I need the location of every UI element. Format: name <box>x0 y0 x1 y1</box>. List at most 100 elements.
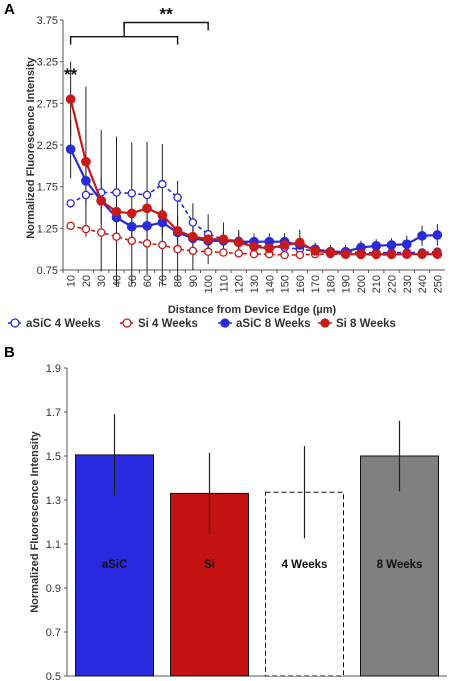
y-tick-label: 1.25 <box>37 223 58 235</box>
data-point <box>295 250 305 260</box>
data-point <box>66 221 75 231</box>
data-point <box>188 231 198 242</box>
legend-label: aSiC 8 Weeks <box>236 318 311 330</box>
data-point <box>219 248 228 257</box>
y-tick-label: 0.9 <box>46 583 61 595</box>
data-point <box>127 189 137 198</box>
line-chart-xlabel: Distance from Device Edge (µm) <box>168 304 337 316</box>
data-point <box>340 249 351 260</box>
data-point <box>371 249 382 260</box>
bar-label: 8 Weeks <box>377 559 423 571</box>
x-tick-label: 110 <box>218 275 230 293</box>
x-tick-label: 90 <box>188 275 200 287</box>
data-point <box>401 249 412 260</box>
data-point <box>386 249 397 260</box>
y-tick-label: 0.75 <box>37 265 58 277</box>
y-tick-label: 1.1 <box>46 539 61 551</box>
data-point <box>158 179 167 189</box>
data-point <box>142 239 152 248</box>
data-point <box>233 237 244 248</box>
x-tick-label: 170 <box>310 275 322 293</box>
significance-marker: ** <box>160 5 174 24</box>
x-tick-label: 100 <box>203 275 215 293</box>
legend-swatch-marker <box>220 318 230 328</box>
x-tick-label: 60 <box>142 275 154 287</box>
x-tick-label: 50 <box>127 275 139 287</box>
data-point <box>157 210 168 220</box>
legend-label: Si 4 Weeks <box>138 318 198 330</box>
y-tick-label: 1.9 <box>46 363 61 375</box>
data-point <box>173 193 182 202</box>
x-tick-label: 40 <box>111 275 123 287</box>
y-tick-label: 0.7 <box>46 627 61 639</box>
y-tick-label: 1.75 <box>37 182 58 194</box>
data-point <box>203 247 213 256</box>
line-chart: Normalized Fluorescence Intensity Distan… <box>8 5 445 330</box>
data-point <box>81 175 91 186</box>
data-point <box>172 225 183 236</box>
data-point <box>81 156 91 167</box>
y-tick-label: 1.5 <box>46 451 61 463</box>
x-tick-label: 30 <box>96 275 108 287</box>
data-point <box>188 246 198 256</box>
data-point <box>280 250 289 260</box>
data-point <box>264 243 275 254</box>
panel-a-label: A <box>4 1 15 18</box>
series-line <box>69 98 438 256</box>
data-point <box>126 221 137 232</box>
legend-swatch-marker <box>320 318 330 328</box>
data-point <box>432 230 443 240</box>
bar-label: Si <box>204 559 215 571</box>
data-point <box>249 241 259 252</box>
x-tick-label: 70 <box>157 275 169 287</box>
x-tick-label: 240 <box>417 275 429 293</box>
y-tick-label: 2.25 <box>37 140 58 152</box>
data-point <box>325 247 336 258</box>
x-tick-label: 180 <box>325 275 337 293</box>
x-tick-label: 230 <box>402 275 414 293</box>
y-tick-label: 1.7 <box>46 407 61 419</box>
data-point <box>294 237 305 248</box>
x-tick-label: 120 <box>234 275 246 293</box>
data-point <box>112 188 121 197</box>
significance-bracket <box>123 21 209 31</box>
legend-swatch-marker <box>122 318 132 328</box>
bar-chart: Normalized Fluorescence Intensity 0.5 0.7… <box>29 363 447 681</box>
data-point <box>417 230 427 241</box>
data-point <box>112 232 121 241</box>
bar-label: aSiC <box>102 559 128 571</box>
data-point <box>126 208 137 219</box>
data-point <box>127 236 137 246</box>
x-tick-label: 130 <box>249 275 261 293</box>
x-tick-label: 220 <box>387 275 399 293</box>
y-tick-label: 3.25 <box>37 57 58 69</box>
data-point <box>371 240 382 251</box>
data-point <box>65 94 76 105</box>
data-point <box>356 249 366 260</box>
x-tick-label: 190 <box>341 275 353 293</box>
x-tick-label: 140 <box>264 275 276 293</box>
data-point <box>66 199 75 208</box>
bar-label: 4 Weeks <box>282 559 328 571</box>
data-point <box>386 240 397 250</box>
data-point <box>142 203 152 214</box>
legend-label: aSiC 4 Weeks <box>26 318 101 330</box>
data-point <box>65 144 76 155</box>
x-tick-label: 150 <box>280 275 292 293</box>
data-point <box>96 195 107 206</box>
data-point <box>158 240 167 250</box>
data-point <box>173 244 182 254</box>
data-point <box>249 249 259 259</box>
y-tick-label: 0.5 <box>46 671 61 681</box>
data-point <box>417 249 427 260</box>
data-point <box>310 245 320 256</box>
significance-marker: ** <box>64 65 78 84</box>
data-point <box>96 228 106 237</box>
x-tick-label: 200 <box>356 275 368 293</box>
data-point <box>188 218 198 227</box>
data-point <box>203 234 214 245</box>
significance-bracket <box>69 35 179 45</box>
x-tick-label: 250 <box>432 275 444 293</box>
y-tick-label: 1.3 <box>46 495 61 507</box>
x-tick-label: 80 <box>173 275 185 287</box>
